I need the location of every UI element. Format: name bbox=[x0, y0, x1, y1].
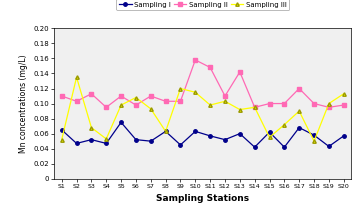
Sampling II bbox=[327, 106, 331, 109]
Sampling III bbox=[89, 126, 93, 129]
Sampling III bbox=[134, 96, 138, 99]
Sampling III bbox=[223, 100, 227, 103]
Sampling II bbox=[282, 102, 287, 105]
Sampling II bbox=[193, 59, 197, 61]
Sampling I bbox=[89, 138, 93, 141]
Sampling III bbox=[297, 110, 301, 112]
Sampling III bbox=[267, 136, 272, 139]
Line: Sampling I: Sampling I bbox=[60, 121, 345, 149]
Sampling II bbox=[104, 106, 108, 109]
Sampling II bbox=[134, 104, 138, 106]
Sampling I bbox=[163, 130, 168, 133]
Sampling III bbox=[193, 91, 197, 94]
Sampling II bbox=[341, 104, 346, 106]
Sampling I bbox=[282, 146, 287, 148]
Sampling I bbox=[193, 130, 197, 133]
Sampling I bbox=[208, 135, 212, 137]
Sampling I bbox=[341, 135, 346, 137]
Line: Sampling II: Sampling II bbox=[60, 58, 345, 109]
Sampling II bbox=[119, 95, 123, 97]
Sampling II bbox=[208, 66, 212, 69]
Sampling II bbox=[74, 100, 79, 103]
Sampling III bbox=[282, 123, 287, 126]
Sampling II bbox=[252, 106, 257, 109]
Sampling I bbox=[237, 132, 242, 135]
Legend: Sampling I, Sampling II, Sampling III: Sampling I, Sampling II, Sampling III bbox=[116, 0, 289, 10]
Sampling I bbox=[134, 138, 138, 141]
Sampling II bbox=[237, 71, 242, 73]
Sampling I bbox=[119, 121, 123, 124]
Sampling III bbox=[104, 138, 108, 140]
Sampling I bbox=[252, 146, 257, 148]
Sampling III bbox=[327, 102, 331, 105]
Sampling III bbox=[148, 107, 153, 110]
Sampling II bbox=[89, 92, 93, 95]
Sampling II bbox=[223, 95, 227, 97]
Sampling II bbox=[178, 100, 182, 103]
Sampling I bbox=[327, 145, 331, 148]
Sampling I bbox=[178, 144, 182, 146]
Sampling II bbox=[148, 95, 153, 97]
Sampling I bbox=[59, 129, 64, 131]
Sampling II bbox=[163, 100, 168, 103]
Sampling III bbox=[208, 104, 212, 106]
Sampling II bbox=[267, 102, 272, 105]
Sampling III bbox=[119, 104, 123, 106]
Sampling I bbox=[74, 142, 79, 145]
Sampling I bbox=[297, 126, 301, 129]
Sampling III bbox=[237, 108, 242, 111]
Sampling III bbox=[74, 76, 79, 78]
Sampling III bbox=[312, 140, 316, 143]
Sampling II bbox=[297, 87, 301, 90]
Y-axis label: Mn concentrations (mg/L): Mn concentrations (mg/L) bbox=[19, 54, 28, 153]
Sampling I bbox=[267, 131, 272, 133]
Sampling I bbox=[223, 138, 227, 141]
X-axis label: Sampling Stations: Sampling Stations bbox=[156, 194, 249, 203]
Sampling III bbox=[252, 106, 257, 109]
Sampling III bbox=[341, 92, 346, 95]
Sampling III bbox=[178, 87, 182, 90]
Sampling I bbox=[104, 142, 108, 145]
Sampling I bbox=[312, 134, 316, 136]
Sampling III bbox=[163, 130, 168, 133]
Sampling III bbox=[59, 138, 64, 141]
Sampling I bbox=[148, 140, 153, 143]
Sampling II bbox=[59, 95, 64, 97]
Line: Sampling III: Sampling III bbox=[60, 75, 345, 143]
Sampling II bbox=[312, 102, 316, 105]
